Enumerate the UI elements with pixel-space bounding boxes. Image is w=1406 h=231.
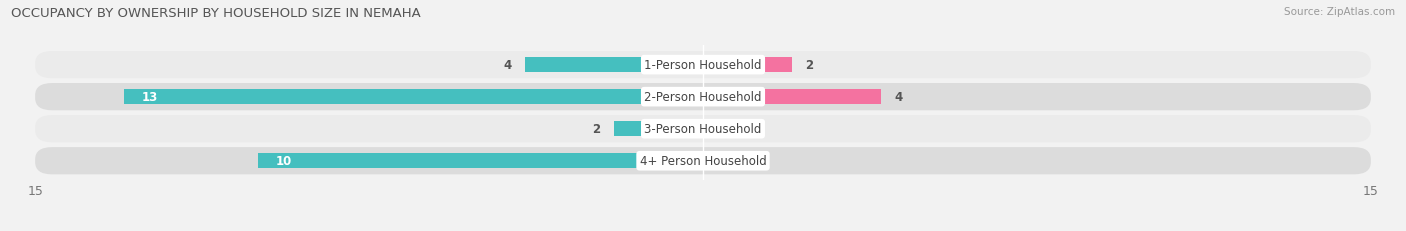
Text: 0: 0: [721, 155, 728, 167]
Bar: [703, 122, 756, 137]
FancyBboxPatch shape: [35, 84, 1371, 111]
FancyBboxPatch shape: [35, 52, 1371, 79]
Text: 1-Person Household: 1-Person Household: [644, 59, 762, 72]
Text: Source: ZipAtlas.com: Source: ZipAtlas.com: [1284, 7, 1395, 17]
Text: 10: 10: [276, 155, 292, 167]
Bar: [703, 153, 756, 169]
Text: 2-Person Household: 2-Person Household: [644, 91, 762, 104]
Bar: [257, 153, 703, 169]
Text: 4: 4: [894, 91, 903, 104]
Bar: [703, 58, 792, 73]
Text: 13: 13: [142, 91, 159, 104]
FancyBboxPatch shape: [35, 116, 1371, 143]
Text: 4: 4: [503, 59, 512, 72]
Bar: [614, 122, 703, 137]
Text: 2: 2: [806, 59, 814, 72]
FancyBboxPatch shape: [35, 147, 1371, 175]
Bar: [703, 90, 882, 105]
Bar: [124, 90, 703, 105]
Text: 0: 0: [721, 123, 728, 136]
Text: 2: 2: [592, 123, 600, 136]
Bar: [524, 58, 703, 73]
Text: 3-Person Household: 3-Person Household: [644, 123, 762, 136]
Text: OCCUPANCY BY OWNERSHIP BY HOUSEHOLD SIZE IN NEMAHA: OCCUPANCY BY OWNERSHIP BY HOUSEHOLD SIZE…: [11, 7, 420, 20]
Text: 4+ Person Household: 4+ Person Household: [640, 155, 766, 167]
